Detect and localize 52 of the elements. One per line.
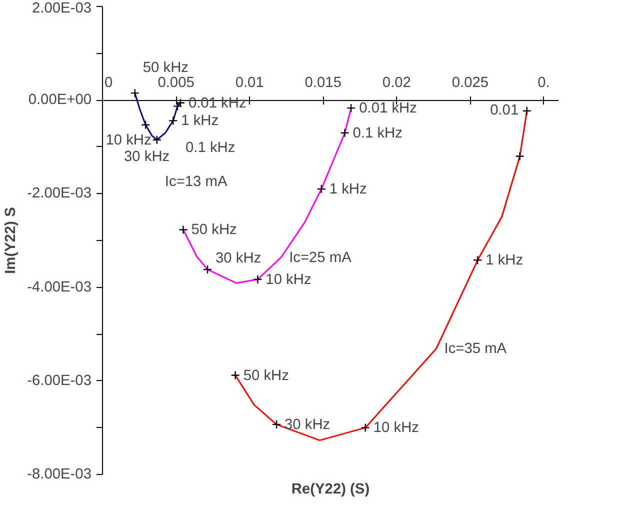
annotation: 1 kHz [329,182,367,198]
point [472,256,482,265]
text: Ic=13 mA [164,174,228,190]
y-tick-label: 0.00E+00 [28,92,92,108]
x-tick-label: 0.025 [452,75,489,92]
x-tick-label: 0. [538,75,550,92]
point [522,106,532,116]
annotation: 0.01 kHz [359,100,417,117]
series-label: Ic=25 mA [289,250,352,266]
x-tick-label: 0.005 [158,75,194,92]
point [172,102,182,111]
point [360,423,370,432]
annotation: 30 kHz [124,148,170,165]
series-label: Ic=35 mA [444,341,507,358]
annotation: 30 kHz [284,416,330,433]
x-tick-label: 0 [92,75,113,92]
point [340,128,350,138]
annotation: 1 kHz [181,113,219,130]
point [230,370,240,380]
point [316,184,326,194]
annotation: 10 kHz [373,420,419,436]
annotation: 1 kHz [486,252,524,269]
x-axis-title: Re(Y22) (S) [291,482,370,498]
point [202,264,212,274]
annotation: 0.1 kHz [352,125,402,142]
y-tick-label: 2.00E-03 [32,0,92,16]
y-tick-label: -8.00E-03 [27,466,92,482]
y-axis-title: Im(Y22) S [3,206,20,274]
point [272,420,282,430]
annotation: 30 kHz [216,250,262,267]
point [152,135,162,144]
x-tick-label: 0.02 [382,75,411,92]
annotation: 50 kHz [243,368,289,384]
point [346,103,356,113]
x-tick-label: 0.01 [235,75,264,92]
annotation: 0.1 kHz [186,140,236,156]
point [130,88,140,98]
annotation: 50 kHz [191,222,237,238]
point [176,98,186,108]
annotation: 50 kHz [142,60,188,76]
point [141,120,150,130]
point [178,225,188,234]
point [168,116,178,126]
point [515,152,524,161]
annotation: 0.01 [490,102,519,118]
annotation: 10 kHz [266,272,312,288]
x-tick-label: 0.015 [304,75,342,92]
annotation: 10 kHz [106,132,152,148]
y-tick-label: -4.00E-03 [27,279,92,296]
y-tick-label: -2.00E-03 [27,186,92,202]
point [253,274,262,284]
y-tick-label: -6.00E-03 [27,372,92,389]
